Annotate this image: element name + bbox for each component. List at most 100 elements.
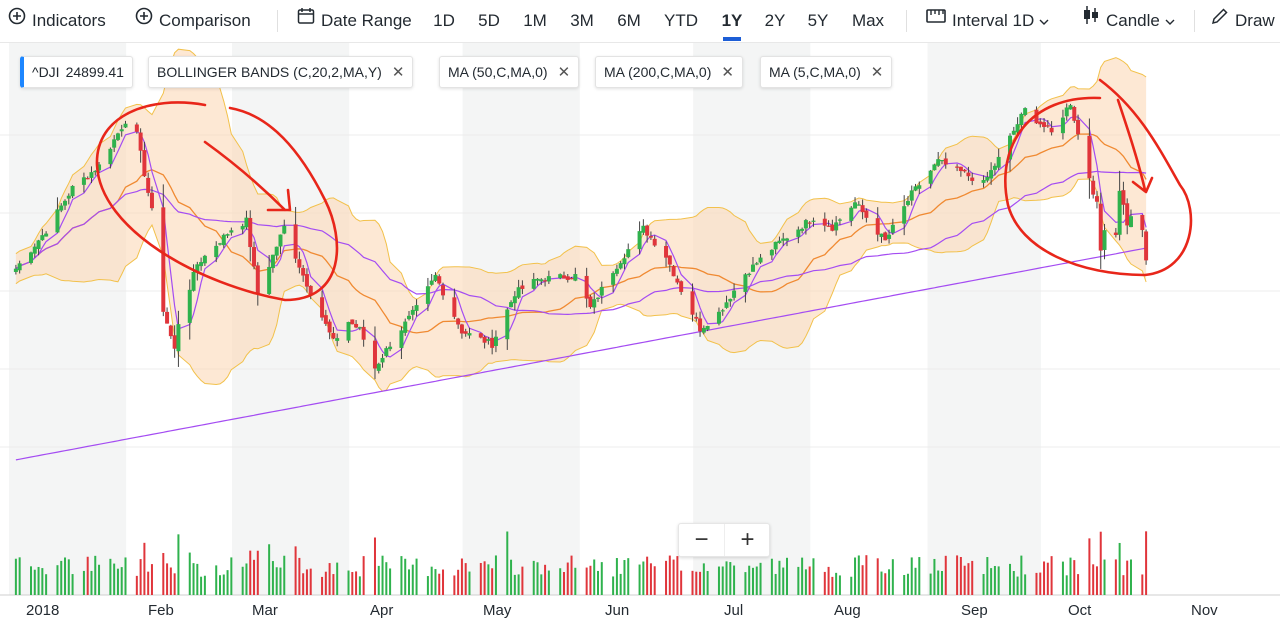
zoom-in-button[interactable]: + xyxy=(724,524,770,556)
range-1m[interactable]: 1M xyxy=(523,11,547,30)
candle-body xyxy=(698,318,703,332)
x-tick-label: 2018 xyxy=(26,602,60,619)
candle-body xyxy=(641,225,646,233)
candle-body xyxy=(720,310,725,312)
close-icon[interactable]: ✕ xyxy=(557,64,571,81)
ma200-chip[interactable]: MA (200,C,MA,0) ✕ xyxy=(595,56,743,88)
candle-body xyxy=(221,234,226,246)
range-1y[interactable]: 1Y xyxy=(714,0,750,42)
x-tick-label: May xyxy=(483,602,512,619)
volume-bar xyxy=(120,567,123,595)
candle-body xyxy=(1140,215,1145,231)
volume-bar xyxy=(699,571,702,595)
zoom-control: − + xyxy=(678,523,770,557)
volume-bar xyxy=(638,564,641,595)
date-range-button[interactable]: Date Range xyxy=(297,0,412,42)
close-icon[interactable]: ✕ xyxy=(721,64,734,81)
ma50-chip[interactable]: MA (50,C,MA,0) ✕ xyxy=(439,56,580,88)
ma5-label: MA (5,C,MA,0) xyxy=(769,64,861,80)
volume-bar xyxy=(646,556,649,595)
volume-bar xyxy=(18,557,21,595)
ma5-chip[interactable]: MA (5,C,MA,0) ✕ xyxy=(760,56,893,88)
close-icon[interactable]: ✕ xyxy=(870,64,884,81)
candle-body xyxy=(199,262,204,267)
interval-dropdown[interactable]: Interval 1D xyxy=(926,0,1049,42)
candle-body xyxy=(837,219,842,221)
candle-body xyxy=(350,319,355,325)
volume-bar xyxy=(521,566,524,595)
candle-body xyxy=(561,275,566,279)
close-icon[interactable]: ✕ xyxy=(391,64,405,81)
comparison-button[interactable]: Comparison xyxy=(135,0,251,42)
volume-bar xyxy=(959,556,962,595)
volume-bar xyxy=(90,570,93,595)
candle-body xyxy=(149,192,154,209)
volume-bar xyxy=(309,568,312,595)
candle-body xyxy=(433,274,438,281)
draw-button[interactable]: Draw xyxy=(1211,0,1275,42)
range-max[interactable]: Max xyxy=(851,11,885,30)
volume-bar xyxy=(426,576,429,595)
volume-bar xyxy=(812,558,815,595)
range-ytd[interactable]: YTD xyxy=(664,11,698,30)
zoom-out-button[interactable]: − xyxy=(694,526,709,553)
range-3m[interactable]: 3M xyxy=(570,11,594,30)
volume-bar xyxy=(483,561,486,595)
volume-bar xyxy=(680,570,683,595)
symbol-chip[interactable]: ^DJI 24899.41 xyxy=(20,56,133,88)
volume-bar xyxy=(570,555,573,595)
volume-bar xyxy=(139,559,142,595)
candle-body xyxy=(384,348,389,356)
volume-bar xyxy=(1088,538,1091,595)
candle-body xyxy=(936,159,941,166)
volume-bar xyxy=(990,568,993,595)
chart-type-dropdown[interactable]: Candle xyxy=(1082,0,1175,42)
candle-body xyxy=(890,224,895,233)
candle-body xyxy=(565,276,570,280)
volume-bar xyxy=(940,570,943,595)
candle-body xyxy=(853,202,858,209)
volume-bar xyxy=(430,566,433,595)
volume-bar xyxy=(865,555,868,595)
volume-bar xyxy=(1043,561,1046,595)
candle-body xyxy=(939,160,944,162)
volume-bar xyxy=(956,555,959,595)
add-circle-icon xyxy=(135,0,153,41)
volume-bar xyxy=(249,550,252,595)
bollinger-chip[interactable]: BOLLINGER BANDS (C,20,2,MA,Y) ✕ xyxy=(148,56,414,88)
candle-body xyxy=(618,263,623,269)
candle-body xyxy=(376,363,381,371)
volume-bar xyxy=(256,550,259,595)
indicators-button[interactable]: Indicators xyxy=(8,0,106,42)
candle-body xyxy=(429,280,434,285)
candle-body xyxy=(172,335,177,349)
volume-bar xyxy=(597,570,599,595)
candle-body xyxy=(191,271,196,291)
volume-bar xyxy=(755,566,758,595)
volume-bar xyxy=(200,576,203,595)
candle-body xyxy=(985,176,990,181)
candle-body xyxy=(202,255,207,264)
volume-bar xyxy=(56,565,59,595)
candle-body xyxy=(274,246,279,256)
candle-body xyxy=(218,243,222,245)
volume-bar xyxy=(808,566,811,595)
range-2y[interactable]: 2Y xyxy=(764,11,786,30)
volume-bar xyxy=(536,562,539,595)
volume-bar xyxy=(827,566,830,595)
add-circle-icon xyxy=(8,0,26,41)
range-5d[interactable]: 5D xyxy=(478,11,500,30)
volume-bar xyxy=(389,568,392,595)
bollinger-fill xyxy=(15,49,1147,392)
volume-bar xyxy=(14,558,17,595)
range-6m[interactable]: 6M xyxy=(617,11,641,30)
candle-body xyxy=(1094,196,1099,202)
range-1d[interactable]: 1D xyxy=(433,11,455,30)
candle-body xyxy=(785,238,789,241)
candle-body xyxy=(304,274,309,287)
range-5y[interactable]: 5Y xyxy=(807,11,829,30)
candle-body xyxy=(403,321,408,333)
volume-bar xyxy=(294,546,297,595)
candle-body xyxy=(93,170,98,173)
